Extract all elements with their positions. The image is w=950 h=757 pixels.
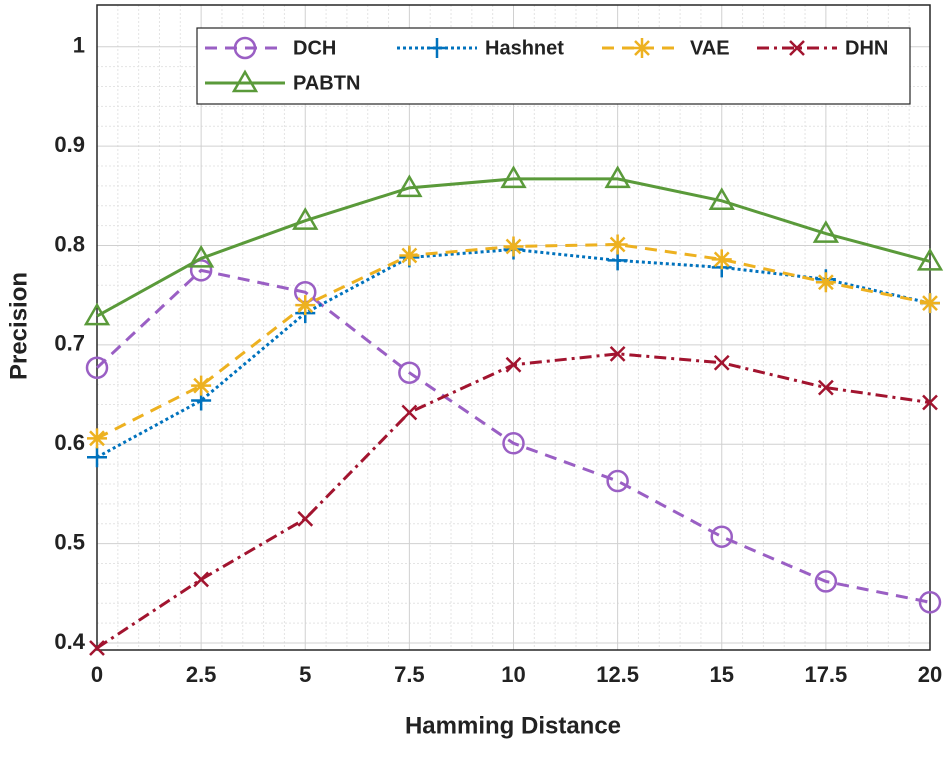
marker xyxy=(609,345,626,362)
y-tick-label: 0.5 xyxy=(54,529,85,554)
legend-label: Hashnet xyxy=(485,37,564,59)
y-tick-label: 0.8 xyxy=(54,231,85,256)
marker xyxy=(505,356,522,373)
marker xyxy=(606,469,629,493)
marker xyxy=(708,187,735,211)
marker xyxy=(500,165,527,189)
marker xyxy=(297,510,314,527)
marker xyxy=(295,295,316,316)
x-tick-label: 5 xyxy=(299,662,311,687)
series-line xyxy=(96,247,931,459)
marker xyxy=(399,245,420,266)
series-line xyxy=(95,268,931,604)
x-tick-label: 10 xyxy=(501,662,525,687)
x-tick-label: 0 xyxy=(91,662,103,687)
marker xyxy=(87,447,107,468)
marker xyxy=(922,394,938,411)
marker xyxy=(916,247,944,271)
x-axis-label: Hamming Distance xyxy=(405,712,621,739)
legend-label: DHN xyxy=(845,37,888,59)
marker xyxy=(812,220,840,243)
marker xyxy=(401,404,418,421)
legend-marker xyxy=(233,36,257,60)
marker xyxy=(817,379,834,396)
y-tick-label: 0.6 xyxy=(54,430,85,455)
y-tick-label: 1 xyxy=(73,33,85,58)
y-tick-label: 0.9 xyxy=(54,132,85,157)
x-tick-label: 12.5 xyxy=(596,662,639,687)
x-tick-label: 2.5 xyxy=(186,662,217,687)
x-tick-label: 17.5 xyxy=(804,662,847,687)
marker xyxy=(918,591,942,614)
marker xyxy=(193,571,210,588)
x-tick-label: 7.5 xyxy=(394,662,425,687)
legend-marker xyxy=(427,38,447,58)
plot-frame xyxy=(96,4,931,651)
marker xyxy=(83,302,111,326)
marker xyxy=(191,375,212,396)
marker xyxy=(398,361,421,384)
x-tick-label: 15 xyxy=(710,662,734,687)
marker xyxy=(89,640,105,656)
y-tick-label: 0.4 xyxy=(54,629,85,654)
legend-label: DCH xyxy=(293,37,336,59)
marker xyxy=(814,570,838,593)
marker xyxy=(711,249,732,270)
legend-label: VAE xyxy=(690,37,730,59)
series-line xyxy=(96,177,931,318)
y-tick-label: 0.7 xyxy=(54,331,85,356)
marker xyxy=(815,272,836,293)
legend-marker xyxy=(789,40,805,56)
marker xyxy=(710,525,733,548)
marker xyxy=(87,428,107,449)
marker xyxy=(85,356,109,380)
marker xyxy=(187,244,215,268)
marker xyxy=(502,432,525,455)
marker xyxy=(713,354,730,371)
y-axis-label: Precision xyxy=(5,272,32,380)
marker xyxy=(607,234,628,255)
marker xyxy=(189,259,213,282)
marker xyxy=(604,165,631,189)
x-tick-label: 20 xyxy=(918,662,942,687)
legend-marker xyxy=(231,69,259,93)
marker xyxy=(292,207,319,230)
legend-label: PABTN xyxy=(293,72,360,94)
marker xyxy=(920,293,940,314)
marker xyxy=(503,236,524,257)
legend-marker xyxy=(632,38,652,58)
marker xyxy=(396,174,423,198)
